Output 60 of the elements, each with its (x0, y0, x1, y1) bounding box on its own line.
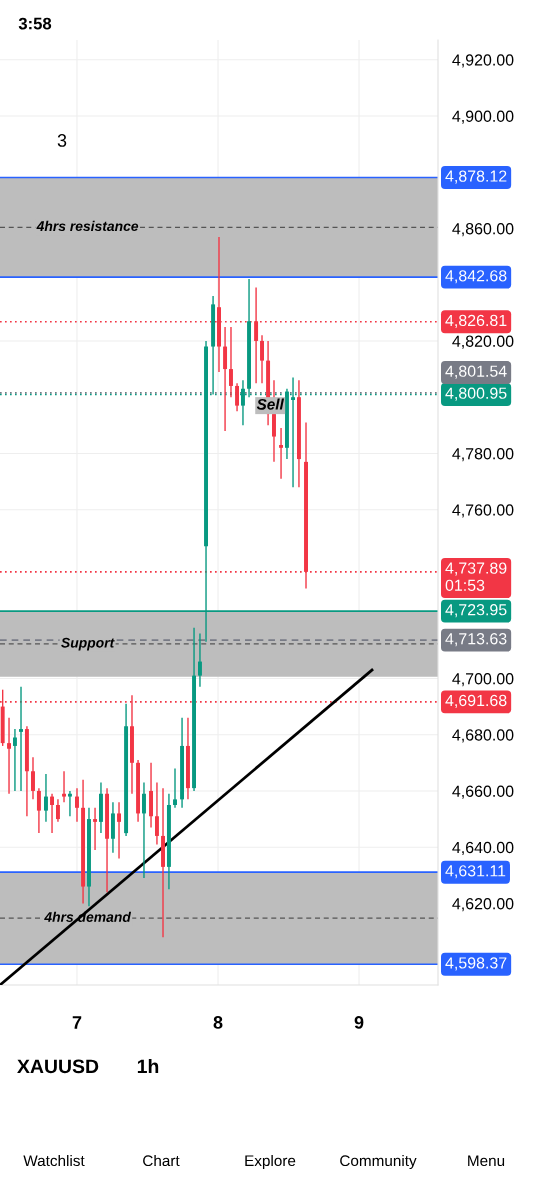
text: Chart (143, 1154, 180, 1167)
y-tick-label: 4,700.00 (452, 673, 514, 687)
candlestick (62, 770, 66, 803)
y-tick-label: 4,820.00 (452, 335, 514, 349)
text: Explore (245, 1154, 296, 1170)
candlestick (55, 798, 60, 823)
candlestick (19, 686, 23, 792)
y-tick-label: 4,860.00 (452, 223, 514, 237)
candlestick (260, 334, 264, 384)
y-tick-label: 4,640.00 (452, 841, 514, 856)
ref-line-label: 4,631.11 (445, 865, 506, 879)
ref-line-label: 4,598.37 (445, 957, 507, 971)
candlestick (36, 787, 41, 834)
band-label: Support (61, 637, 115, 651)
ref-line-label: 4,800.95 (445, 387, 507, 401)
text: 1h (137, 1058, 159, 1074)
y-tick-label: 4,780.00 (452, 448, 514, 462)
annotation: 3 (57, 134, 67, 147)
y-tick-label: 4,760.00 (452, 504, 514, 518)
text: Menu (468, 1155, 505, 1167)
y-tick-label: 4,900.00 (452, 110, 514, 124)
x-tick-label: 8 (213, 1016, 223, 1029)
candlestick (235, 382, 240, 412)
candlestick (50, 793, 55, 834)
candlestick (279, 427, 284, 480)
candlestick (229, 326, 233, 398)
candlestick (254, 286, 259, 384)
ref-line-label: 4,842.68 (445, 270, 507, 284)
candlestick (154, 781, 159, 846)
candlestick (93, 807, 98, 851)
candlestick (173, 767, 177, 809)
text: Community (340, 1154, 417, 1170)
candlestick (31, 756, 35, 801)
text: Watchlist (23, 1154, 85, 1167)
candlestick (7, 717, 11, 795)
candlestick (75, 787, 79, 823)
x-tick-label: 9 (354, 1016, 364, 1029)
candlestick (197, 632, 202, 688)
text: 3:58 (18, 17, 52, 30)
y-tick-label: 4,660.00 (452, 785, 514, 799)
annotation: Sell (256, 398, 285, 410)
ref-line-label: 4,691.68 (445, 694, 507, 709)
x-tick-label: 7 (72, 1016, 82, 1029)
candlestick (223, 326, 228, 432)
ref-line-label: 4,801.54 (445, 365, 507, 379)
candlestick (142, 781, 146, 879)
y-tick-label: 4,620.00 (452, 898, 514, 912)
candlestick (67, 790, 72, 817)
text: XAUUSD (17, 1059, 99, 1074)
ref-line-label: 4,878.12 (445, 170, 507, 184)
band-label: 4hrs resistance (36, 220, 139, 232)
y-tick-label: 4,680.00 (452, 729, 514, 743)
ref-line-label: 4,723.95 (445, 604, 507, 618)
ref-line-label: 4,737.89 01:53 (445, 562, 507, 591)
candlestick (117, 801, 121, 860)
candlestick (12, 728, 17, 792)
ref-line-label: 4,713.63 (445, 633, 507, 647)
ref-line-label: 4,826.81 (445, 314, 507, 328)
y-tick-label: 4,920.00 (452, 54, 514, 68)
candlestick (44, 773, 48, 823)
